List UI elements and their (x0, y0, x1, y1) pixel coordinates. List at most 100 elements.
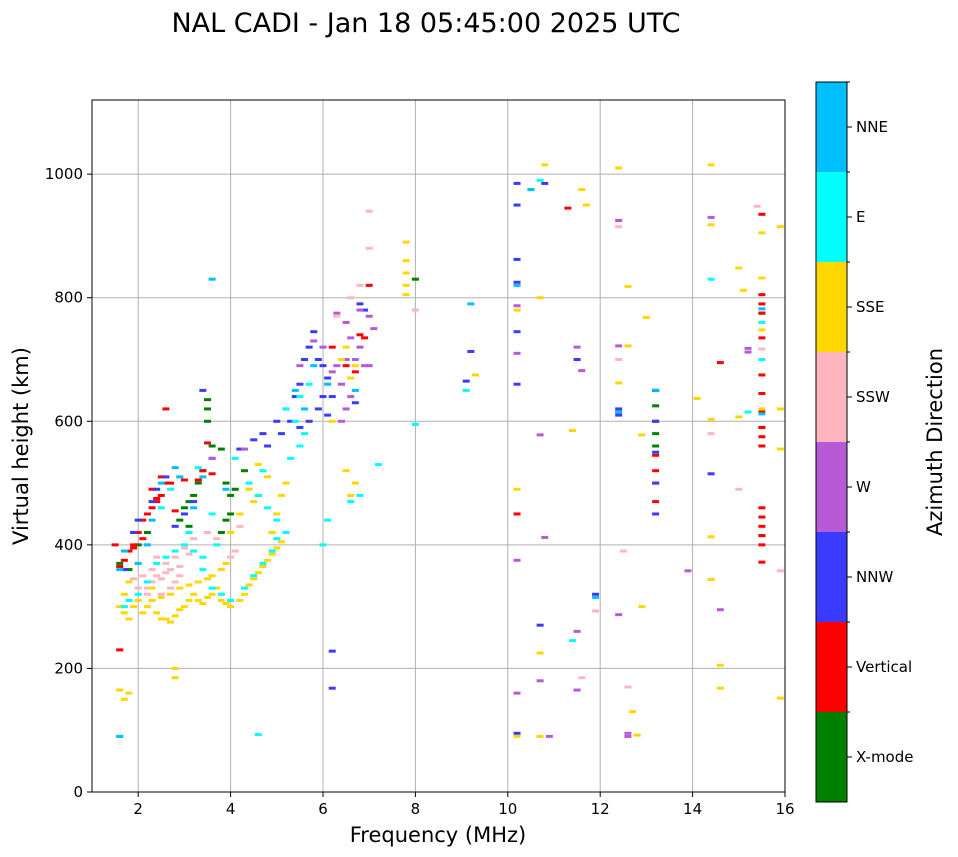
echo-point-e (208, 586, 216, 590)
echo-point-e (153, 561, 161, 565)
echo-point-sse (633, 733, 641, 737)
echo-point-nne (222, 487, 230, 491)
echo-point-sse (758, 276, 766, 280)
echo-point-ssw (578, 676, 586, 680)
echo-point-nne (301, 407, 309, 411)
echo-point-sse (277, 540, 285, 544)
echo-point-ssw (185, 552, 193, 556)
echo-point-sse (208, 574, 216, 578)
echo-point-x-mode (180, 506, 188, 510)
x-tick-label: 2 (133, 800, 143, 818)
echo-point-w (365, 364, 373, 368)
echo-point-sse (185, 583, 193, 587)
echo-point-nnw (291, 395, 299, 399)
echo-point-w (361, 364, 369, 368)
echo-point-w (541, 535, 549, 539)
echo-point-ssw (776, 569, 784, 573)
echo-point-sse (176, 586, 184, 590)
echo-point-vertical (199, 469, 207, 473)
echo-point-vertical (652, 500, 660, 504)
echo-point-e (347, 500, 355, 504)
echo-point-sse (171, 666, 179, 670)
echo-point-e (374, 463, 382, 467)
colorbar-segment (816, 352, 847, 442)
colorbar-tick-label: Vertical (856, 658, 912, 676)
echo-point-e (167, 487, 175, 491)
echo-point-nnw (301, 358, 309, 361)
echo-point-e (282, 531, 290, 534)
echo-point-e (231, 456, 239, 460)
colorbar-tick-label: X-mode (856, 748, 913, 766)
echo-point-nnw (324, 376, 332, 380)
echo-point-nne (758, 412, 766, 416)
echo-point-nnw (351, 401, 359, 405)
echo-point-sse (342, 345, 350, 349)
echo-point-w (615, 344, 623, 348)
echo-point-e (273, 537, 281, 541)
echo-point-sse (199, 602, 207, 606)
echo-point-sse (735, 266, 743, 270)
echo-point-e (213, 543, 221, 547)
echo-point-sse (134, 598, 142, 602)
echo-point-sse (245, 583, 253, 587)
echo-point-nnw (120, 568, 128, 572)
echo-point-sse (259, 564, 267, 568)
echo-point-sse (536, 651, 544, 655)
echo-point-w (333, 311, 341, 315)
echo-point-nnw (652, 450, 660, 454)
echo-point-nnw (361, 308, 369, 312)
echo-point-e (180, 543, 188, 547)
echo-point-ssw (171, 555, 179, 559)
echo-point-sse (582, 203, 590, 207)
echo-point-sse (342, 469, 350, 473)
echo-point-w (707, 215, 715, 219)
echo-point-nnw (707, 472, 715, 476)
echo-point-x-mode (190, 493, 198, 497)
echo-point-nnw (513, 203, 521, 207)
echo-point-vertical (328, 345, 336, 349)
echo-point-vertical (153, 500, 161, 504)
y-tick-label: 800 (54, 289, 83, 307)
colorbar-segment (816, 82, 847, 172)
echo-point-x-mode (204, 419, 211, 423)
echo-point-x-mode (222, 518, 230, 522)
echo-point-ssw (592, 609, 600, 613)
echo-point-sse (157, 617, 165, 621)
echo-point-x-mode (204, 407, 211, 411)
echo-point-sse (254, 571, 262, 575)
echo-point-nne (120, 549, 128, 553)
echo-point-nne (116, 568, 124, 572)
x-tick-label: 6 (318, 800, 328, 818)
echo-point-e (282, 407, 290, 411)
echo-point-vertical (139, 537, 147, 541)
echo-point-sse (148, 586, 156, 590)
y-tick-label: 1000 (45, 165, 83, 183)
echo-point-nnw (615, 413, 623, 417)
echo-point-ssw (758, 347, 766, 351)
echo-point-vertical (171, 509, 179, 513)
echo-point-w (573, 345, 581, 349)
echo-point-sse (153, 611, 161, 615)
echo-point-ssw (148, 568, 156, 572)
echo-point-sse (578, 188, 586, 192)
echo-point-x-mode (227, 512, 235, 516)
echo-point-vertical (758, 524, 766, 528)
echo-point-x-mode (185, 500, 193, 504)
echo-point-nnw (148, 500, 156, 504)
echo-point-ssw (167, 568, 175, 572)
echo-point-sse (250, 577, 258, 581)
echo-point-ssw (753, 204, 761, 208)
echo-point-vertical (111, 543, 119, 547)
echo-point-vertical (116, 564, 124, 568)
echo-point-nne (351, 388, 359, 392)
echo-point-x-mode (204, 398, 211, 402)
echo-point-e (411, 422, 419, 426)
echo-point-nnw (513, 257, 521, 261)
echo-point-e (707, 277, 715, 281)
echo-point-nnw (462, 379, 470, 383)
echo-point-sse (402, 240, 410, 244)
echo-point-sse (513, 308, 521, 312)
echo-point-nne (143, 543, 151, 547)
x-tick-label: 12 (591, 800, 610, 818)
echo-point-sse (758, 328, 766, 332)
